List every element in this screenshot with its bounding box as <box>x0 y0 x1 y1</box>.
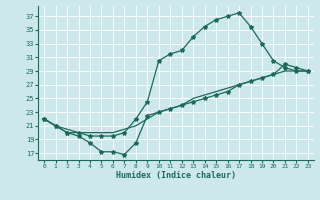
X-axis label: Humidex (Indice chaleur): Humidex (Indice chaleur) <box>116 171 236 180</box>
